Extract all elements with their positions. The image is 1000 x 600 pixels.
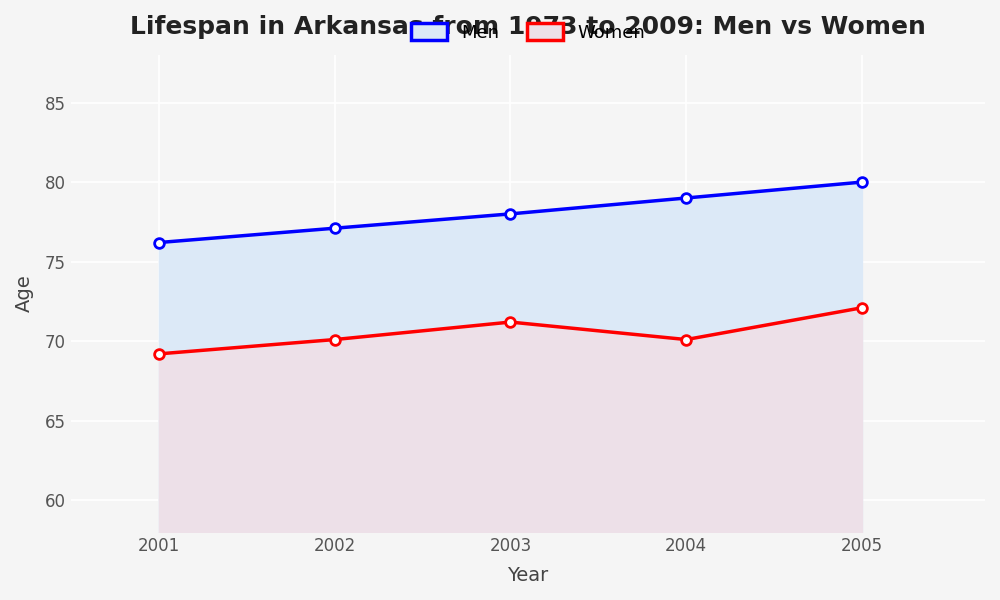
Legend: Men, Women: Men, Women (404, 16, 652, 49)
Title: Lifespan in Arkansas from 1973 to 2009: Men vs Women: Lifespan in Arkansas from 1973 to 2009: … (130, 15, 926, 39)
X-axis label: Year: Year (507, 566, 549, 585)
Y-axis label: Age: Age (15, 275, 34, 313)
